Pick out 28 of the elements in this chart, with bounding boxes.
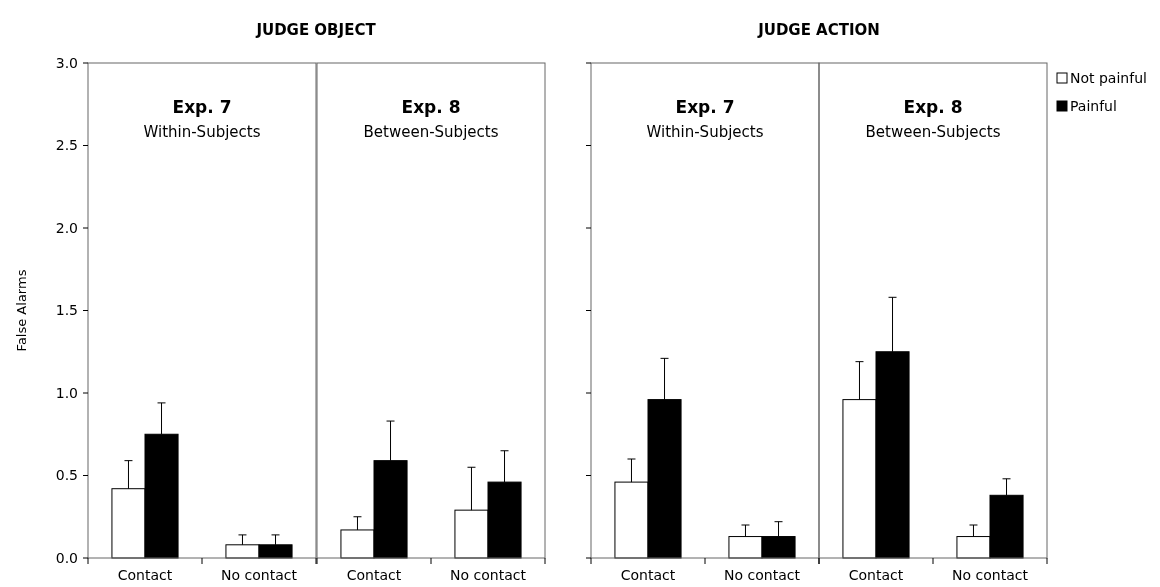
legend-label: Not painful: [1070, 70, 1147, 86]
y-tick-label: 0.0: [55, 549, 78, 566]
y-tick-label: 2.0: [55, 219, 78, 236]
x-tick-label: Contact: [848, 567, 904, 583]
text: Within-Subjects: [646, 123, 764, 141]
text: Between-Subjects: [865, 123, 1001, 141]
x-tick-label: No contact: [952, 567, 1029, 583]
x-tick-label: No contact: [724, 567, 801, 583]
y-tick-label: 2.5: [55, 137, 78, 154]
text: Exp. 7: [172, 97, 232, 117]
text: Exp. 8: [903, 97, 963, 117]
y-tick-label: 3.0: [55, 54, 78, 71]
text: JUDGE ACTION: [757, 21, 880, 39]
y-tick-label: 1.0: [55, 384, 78, 401]
y-tick-label: 0.5: [55, 467, 78, 484]
text: JUDGE OBJECT: [255, 21, 377, 39]
x-tick-label: Contact: [346, 567, 402, 583]
text: Within-Subjects: [143, 123, 261, 141]
legend-label: Painful: [1070, 98, 1117, 114]
x-tick-label: No contact: [450, 567, 527, 583]
x-tick-label: No contact: [221, 567, 298, 583]
text: Exp. 8: [401, 97, 461, 117]
y-axis-title: False Alarms: [14, 269, 29, 352]
text: Between-Subjects: [363, 123, 499, 141]
x-tick-label: Contact: [620, 567, 676, 583]
x-tick-label: Contact: [117, 567, 173, 583]
text: Exp. 7: [675, 97, 735, 117]
y-tick-label: 1.5: [55, 302, 78, 319]
